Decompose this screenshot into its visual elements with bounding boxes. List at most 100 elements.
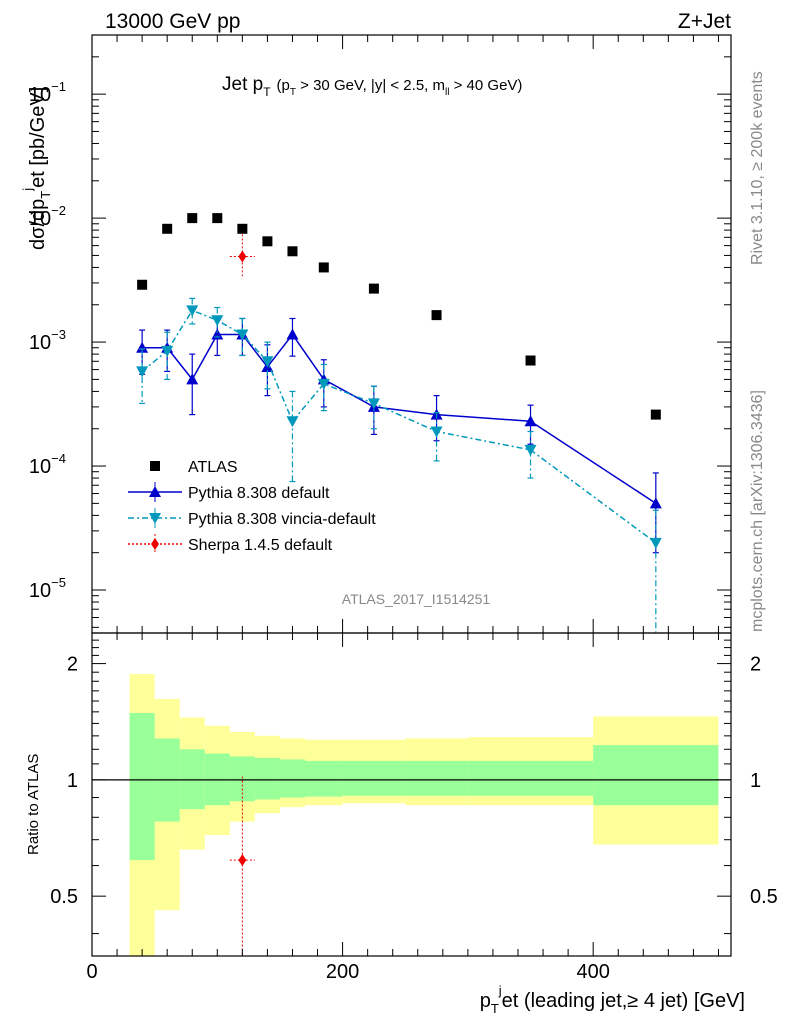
y-tick-label-main: 10−5	[29, 575, 66, 602]
pythia-default-line	[142, 333, 657, 504]
plot-title-cond-end: > 40 GeV)	[449, 77, 522, 94]
legend-marker-atlas	[150, 461, 160, 471]
y-label-a: dσ/dp	[27, 199, 49, 250]
y-label-sup: j	[20, 188, 35, 192]
legend-label: Pythia 8.308 vincia-default	[188, 511, 376, 528]
y-tick-exp: −3	[51, 327, 66, 342]
pythia-vincia-point	[524, 444, 537, 456]
ratio-stat-band	[129, 712, 155, 861]
legend-marker	[151, 538, 159, 550]
y-axis-label-main: dσ/dpTjet [pb/GeV]	[20, 87, 53, 250]
legend-label: Pythia 8.308 default	[188, 485, 330, 502]
pythia-default-point	[524, 415, 537, 427]
legend-marker	[149, 513, 161, 524]
y-axis-label-ratio: Ratio to ATLAS	[25, 754, 42, 855]
ratio-frame	[91, 632, 732, 957]
plot-title-sub: T	[263, 85, 271, 99]
ratio-stat-band	[342, 760, 406, 796]
y-tick-label-main: 10−3	[29, 327, 66, 354]
y-tick-exp: −2	[51, 203, 66, 218]
pythia-vincia-point	[136, 366, 149, 378]
y-tick-exp: −4	[51, 451, 66, 466]
plot-title-jet: Jet p	[222, 74, 263, 95]
ratio-stat-band	[279, 759, 305, 798]
legend-label: ATLAS	[188, 459, 238, 476]
pythia-vincia-point	[186, 305, 199, 317]
y-tick-label-main: 10−4	[29, 451, 66, 478]
x-tick-label: 200	[326, 961, 359, 983]
pythia-vincia-line	[141, 309, 657, 544]
x-label-sup: j	[498, 983, 502, 998]
legend-marker	[149, 486, 161, 497]
x-tick-label: 0	[86, 961, 97, 983]
pythia-default-point	[286, 328, 299, 340]
pythia-vincia-point	[261, 356, 274, 368]
pythia-default-point	[649, 497, 662, 509]
atlas-point	[262, 236, 273, 247]
atlas-point	[650, 409, 661, 420]
ratio-stat-band	[179, 749, 205, 810]
ratio-stat-band	[229, 756, 255, 802]
atlas-point	[137, 279, 148, 290]
plot-title-cond-mid: > 30 GeV, |y| < 2.5, m	[296, 77, 445, 94]
atlas-point	[187, 213, 198, 224]
y-tick-exp: −1	[51, 79, 66, 94]
x-label-a: p	[480, 990, 491, 1012]
atlas-point	[525, 355, 536, 366]
atlas-point	[162, 223, 173, 234]
y-tick-base: 10	[29, 208, 51, 230]
y-tick-exp: −5	[51, 575, 66, 590]
x-label-b: et (leading jet,≥ 4 jet) [GeV]	[502, 990, 745, 1012]
y-tick-label-ratio: 1	[67, 770, 78, 792]
header-left: 13000 GeV pp	[105, 10, 240, 33]
pythia-vincia-point	[236, 329, 249, 341]
y-tick-label-ratio-right: 2	[750, 654, 761, 676]
atlas-point	[318, 262, 329, 273]
legend-label: Sherpa 1.4.5 default	[188, 537, 333, 554]
pythia-vincia-point	[286, 416, 299, 428]
x-axis-label: pTjet (leading jet,≥ 4 jet) [GeV]	[480, 983, 745, 1016]
pythia-vincia-point	[367, 398, 380, 410]
y-tick-label-main: 10−1	[29, 79, 66, 106]
plot-title: Jet pT (pT > 30 GeV, |y| < 2.5, mll > 40 …	[222, 74, 522, 99]
y-tick-base: 10	[29, 580, 51, 602]
x-tick-label: 400	[576, 961, 609, 983]
side-label-top: Rivet 3.1.10, ≥ 200k events	[749, 71, 766, 265]
atlas-point	[368, 283, 379, 294]
y-tick-base: 10	[29, 332, 51, 354]
y-label-b: et [pb/GeV]	[27, 87, 49, 188]
pythia-vincia-point	[211, 315, 224, 327]
y-tick-label-ratio-right: 1	[750, 770, 761, 792]
analysis-id: ATLAS_2017_I1514251	[342, 591, 491, 607]
header-right: Z+Jet	[678, 10, 731, 33]
plot-title-cond: (p	[277, 77, 290, 94]
y-tick-label-ratio: 2	[67, 654, 78, 676]
pythia-vincia-point	[317, 378, 330, 390]
x-label-sub: T	[491, 1001, 499, 1016]
ratio-sherpa-point	[238, 854, 247, 867]
y-tick-base: 10	[29, 84, 51, 106]
sherpa-point	[238, 250, 247, 263]
main-plot-area: 10−110−210−310−410−5	[29, 34, 732, 634]
ratio-plot-area: 2 2 1 1 0.5 0.5 0 200 400	[50, 35, 778, 983]
plot-title-cond-sub: T	[290, 87, 296, 98]
ratio-stat-band	[305, 760, 343, 797]
pythia-default-point	[136, 341, 149, 353]
atlas-point	[287, 246, 298, 257]
side-label-bottom: mcplots.cern.ch [arXiv:1306.3436]	[749, 390, 766, 632]
ratio-stat-band	[254, 757, 280, 800]
atlas-point	[431, 310, 442, 321]
pythia-vincia-point	[161, 345, 174, 357]
ratio-stat-band	[593, 745, 719, 806]
atlas-point	[237, 223, 248, 234]
plot-title-cond-sub2: ll	[445, 87, 449, 98]
pythia-vincia-point	[430, 426, 443, 438]
legend: ATLAS Pythia 8.308 default Pythia 8.308 vi…	[128, 459, 376, 554]
atlas-point	[212, 213, 223, 224]
pythia-default-point	[186, 373, 199, 385]
pythia-vincia-point	[649, 537, 662, 549]
ratio-stat-band	[467, 760, 594, 796]
ratio-stat-band	[405, 760, 468, 796]
y-tick-base: 10	[29, 456, 51, 478]
